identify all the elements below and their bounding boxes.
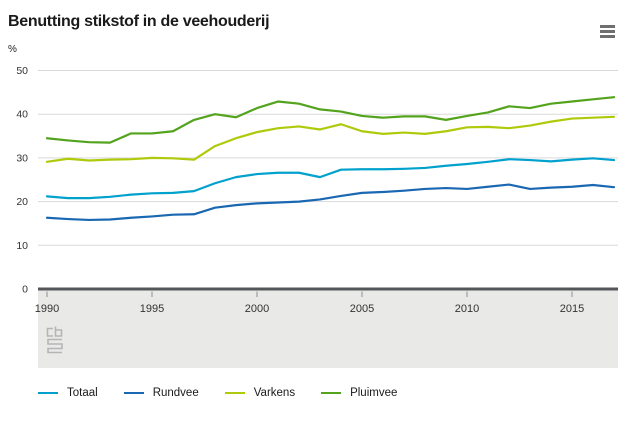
line-chart-plot: 0 10 20 30 40 50 1990 1995 2000 2005 2010 2015	[16, 65, 618, 368]
y-tick-label: 30	[16, 152, 28, 164]
x-axis-band	[38, 289, 618, 368]
y-tick-label: 10	[16, 240, 28, 252]
legend-item-totaal[interactable]: Totaal	[38, 387, 98, 399]
legend-item-pluimvee[interactable]: Pluimvee	[321, 387, 397, 399]
legend-label: Totaal	[67, 387, 98, 399]
series-line-varkens	[45, 115, 616, 163]
legend-item-rundvee[interactable]: Rundvee	[123, 387, 199, 399]
x-tick-label: 1990	[35, 303, 59, 315]
y-axis-unit-label: %	[8, 44, 17, 55]
x-tick-label: 2000	[245, 303, 269, 315]
x-tick-label: 2010	[455, 303, 479, 315]
y-tick-label: 40	[16, 109, 28, 121]
legend-swatch-varkens	[224, 392, 245, 394]
legend-label: Varkens	[253, 387, 296, 399]
y-tick-label: 50	[16, 65, 28, 77]
menu-bar	[600, 35, 615, 38]
cbs-logo	[46, 326, 63, 354]
page-title: Benutting stikstof in de veehouderij	[8, 13, 270, 30]
legend-swatch-rundvee	[123, 392, 144, 394]
y-tick-label: 0	[22, 284, 28, 296]
series-line-rundvee	[45, 183, 616, 222]
series-line-totaal	[45, 157, 616, 200]
legend-item-varkens[interactable]: Varkens	[224, 387, 296, 399]
legend-swatch-totaal	[38, 392, 58, 394]
hamburger-menu-icon[interactable]	[600, 25, 615, 38]
x-tick-label: 2005	[350, 303, 374, 315]
chart-legend: Totaal Rundvee Varkens Pluimvee	[38, 387, 397, 399]
legend-swatch-pluimvee	[321, 392, 342, 394]
x-tick-label: 1995	[140, 303, 164, 315]
menu-bar	[600, 25, 615, 28]
legend-label: Pluimvee	[350, 387, 398, 399]
legend-label: Rundvee	[152, 387, 199, 399]
series-line-pluimvee	[45, 96, 616, 144]
y-tick-label: 20	[16, 196, 28, 208]
menu-bar	[600, 30, 615, 33]
x-tick-label: 2015	[560, 303, 584, 315]
